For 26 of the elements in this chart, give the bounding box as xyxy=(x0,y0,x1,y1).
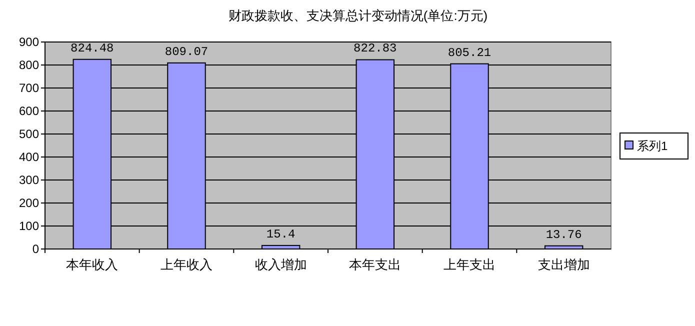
data-label: 805.21 xyxy=(448,46,492,60)
x-tick-label: 支出增加 xyxy=(538,257,590,272)
y-tick-label: 300 xyxy=(18,173,40,187)
y-tick-label: 600 xyxy=(18,104,40,118)
bar xyxy=(544,245,584,250)
y-tick-label: 500 xyxy=(18,127,40,141)
bar xyxy=(261,244,300,250)
y-tick-label: 700 xyxy=(18,81,40,95)
legend-label: 系列1 xyxy=(637,139,668,153)
data-label: 822.83 xyxy=(354,42,397,56)
x-tick-label: 本年支出 xyxy=(349,257,402,272)
y-tick-label: 400 xyxy=(18,150,40,164)
y-tick-label: 900 xyxy=(18,35,40,49)
x-tick-label: 收入增加 xyxy=(254,257,307,272)
x-tick-label: 上年收入 xyxy=(160,257,212,272)
chart-title: 财政拨款收、支决算总计变动情况(单位:万元) xyxy=(228,8,488,23)
x-tick-label: 上年支出 xyxy=(444,257,496,272)
y-tick-label: 200 xyxy=(18,196,40,210)
y-tick-label: 800 xyxy=(18,58,40,72)
x-tick-label: 本年收入 xyxy=(66,257,118,272)
data-label: 809.07 xyxy=(164,44,208,59)
data-label: 13.76 xyxy=(546,228,582,242)
data-label: 15.4 xyxy=(266,227,296,242)
y-tick-label: 100 xyxy=(18,219,40,233)
data-label: 824.48 xyxy=(70,41,114,56)
y-tick-label: 0 xyxy=(32,242,40,256)
